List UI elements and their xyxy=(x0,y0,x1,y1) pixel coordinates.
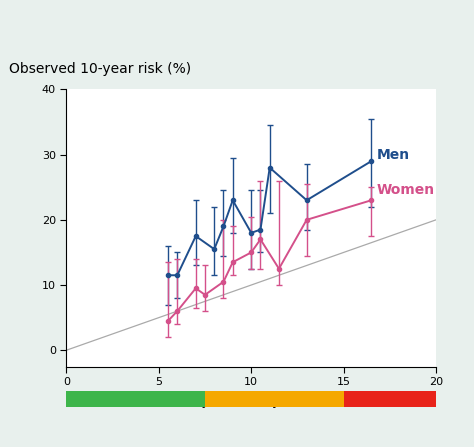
X-axis label: Predicted 10-year risk by SCORE2-OP (%): Predicted 10-year risk by SCORE2-OP (%) xyxy=(113,395,389,408)
Bar xyxy=(344,391,436,407)
Bar xyxy=(205,391,344,407)
Text: Men: Men xyxy=(377,148,410,162)
Text: Observed 10-year risk (%): Observed 10-year risk (%) xyxy=(9,62,191,76)
Text: Women: Women xyxy=(377,183,435,198)
Bar xyxy=(66,391,205,407)
